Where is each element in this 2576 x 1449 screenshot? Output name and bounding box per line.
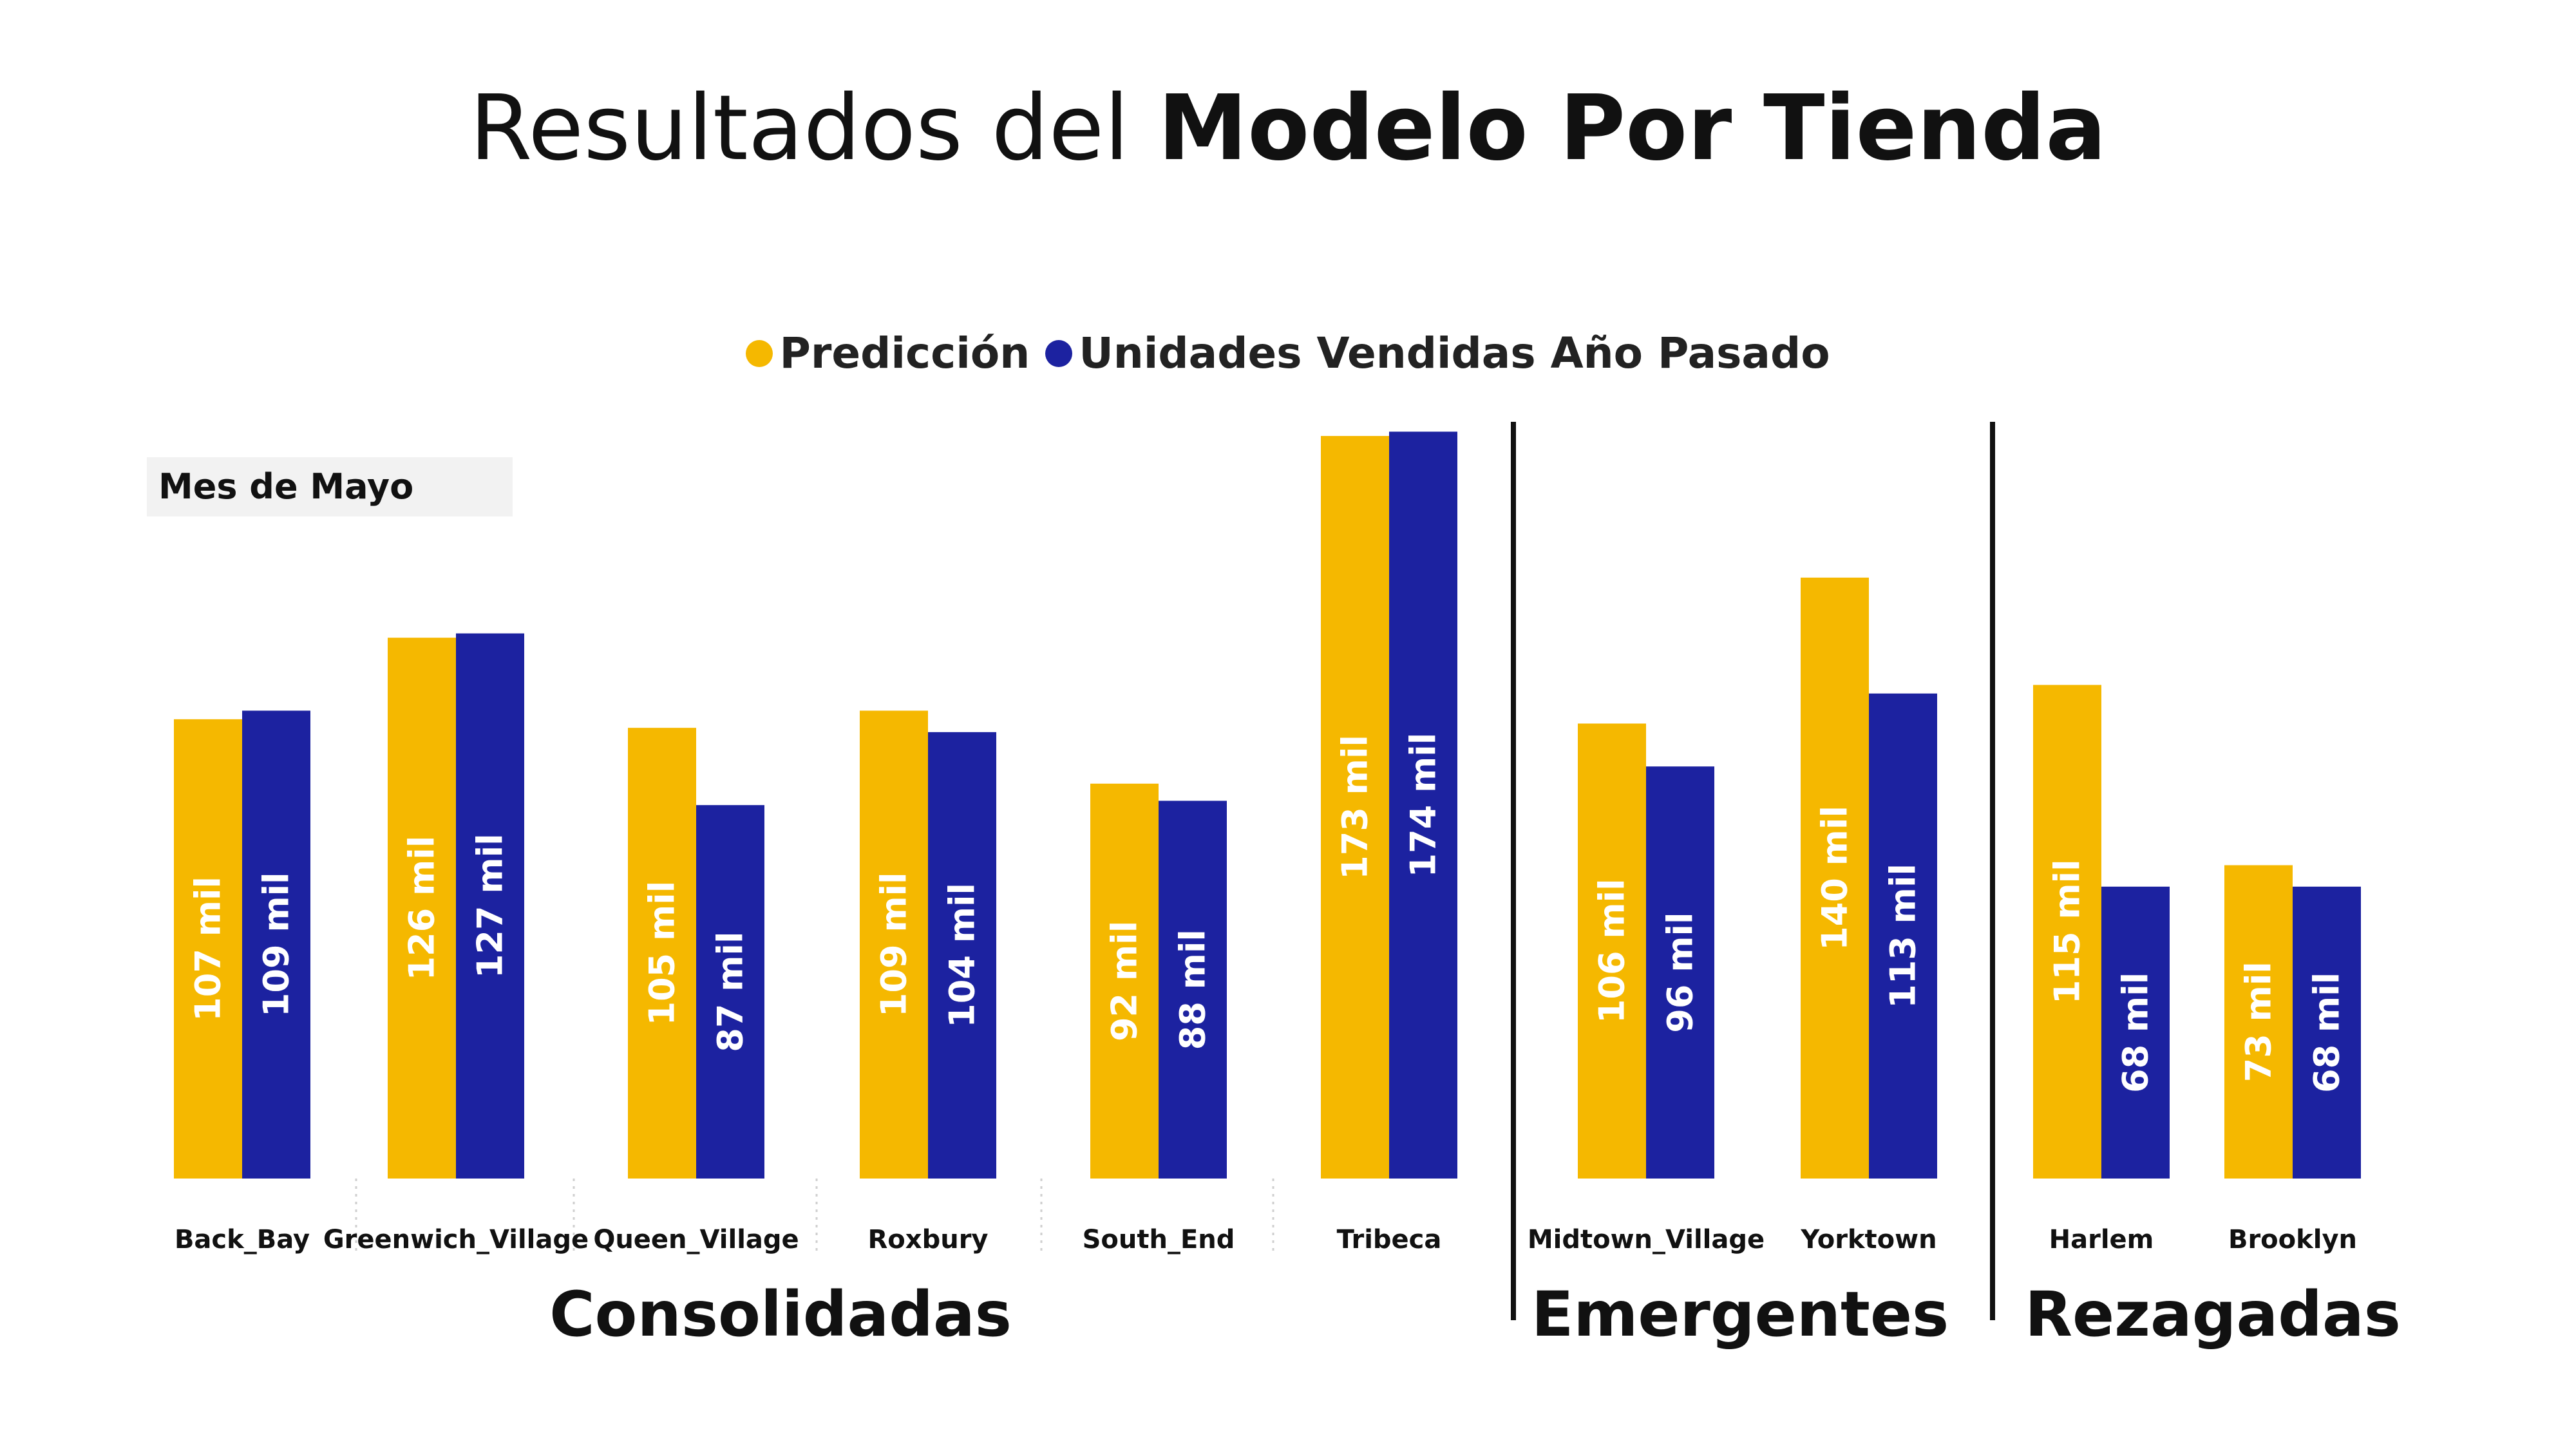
category-label-greenwich-village: Greenwich_Village	[323, 1225, 589, 1255]
legend-label-prediccion: Predicción	[779, 328, 1030, 378]
data-label-predicci-n-south-end: 92 mil	[1104, 921, 1145, 1041]
data-label-predicci-n-queen-village: 105 mil	[642, 881, 683, 1026]
data-label-unidades-vendidas-a-o-pasado-tribeca: 174 mil	[1403, 733, 1444, 878]
category-label-midtown-village: Midtown_Village	[1528, 1225, 1765, 1255]
chart-legend: Predicción Unidades Vendidas Año Pasado	[0, 328, 2576, 378]
data-label-unidades-vendidas-a-o-pasado-harlem: 68 mil	[2116, 972, 2156, 1093]
data-label-unidades-vendidas-a-o-pasado-greenwich-village: 127 mil	[470, 833, 511, 978]
title-bold: Modelo Por Tienda	[1157, 76, 2107, 181]
category-label-yorktown: Yorktown	[1800, 1225, 1937, 1255]
bar-predicci-n-greenwich-village	[388, 638, 456, 1179]
legend-item-unidades: Unidades Vendidas Año Pasado	[1045, 328, 1830, 378]
group-label-emergentes: Emergentes	[1531, 1278, 1949, 1350]
data-label-unidades-vendidas-a-o-pasado-south-end: 88 mil	[1173, 929, 1213, 1050]
bar-predicci-n-harlem	[2033, 685, 2101, 1179]
data-label-predicci-n-roxbury: 109 mil	[874, 872, 914, 1017]
bar-unidades-vendidas-a-o-pasado-back-bay	[242, 710, 310, 1179]
category-label-brooklyn: Brooklyn	[2228, 1225, 2357, 1255]
bar-predicci-n-queen-village	[628, 728, 696, 1179]
group-label-consolidadas: Consolidadas	[549, 1278, 1012, 1350]
bar-unidades-vendidas-a-o-pasado-brooklyn	[2293, 886, 2361, 1179]
bar-predicci-n-tribeca	[1321, 435, 1389, 1179]
data-label-predicci-n-tribeca: 173 mil	[1335, 735, 1376, 880]
category-label-roxbury: Roxbury	[868, 1225, 989, 1255]
title-light: Resultados del	[469, 76, 1130, 181]
group-label-rezagadas: Rezagadas	[2025, 1278, 2401, 1350]
data-label-predicci-n-back-bay: 107 mil	[188, 876, 229, 1021]
category-label-south-end: South_End	[1083, 1225, 1235, 1255]
bar-unidades-vendidas-a-o-pasado-midtown-village	[1646, 766, 1714, 1179]
category-label-tribeca: Tribeca	[1337, 1225, 1442, 1255]
bar-unidades-vendidas-a-o-pasado-south-end	[1159, 800, 1227, 1179]
page-title: Resultados del Modelo Por Tienda	[0, 84, 2576, 174]
category-label-queen-village: Queen_Village	[593, 1225, 799, 1255]
bar-unidades-vendidas-a-o-pasado-roxbury	[928, 732, 996, 1179]
bar-unidades-vendidas-a-o-pasado-greenwich-village	[456, 633, 524, 1179]
data-label-unidades-vendidas-a-o-pasado-midtown-village: 96 mil	[1660, 912, 1701, 1032]
period-label: Mes de Mayo	[147, 457, 513, 516]
data-label-unidades-vendidas-a-o-pasado-queen-village: 87 mil	[710, 931, 751, 1052]
bar-predicci-n-brooklyn	[2224, 865, 2293, 1179]
category-label-back-bay: Back_Bay	[175, 1225, 310, 1255]
legend-label-unidades: Unidades Vendidas Año Pasado	[1079, 328, 1830, 378]
bar-predicci-n-roxbury	[860, 710, 928, 1179]
bar-predicci-n-south-end	[1090, 783, 1159, 1179]
data-label-predicci-n-yorktown: 140 mil	[1815, 806, 1855, 951]
bar-predicci-n-midtown-village	[1578, 723, 1646, 1179]
legend-dot-prediccion	[746, 339, 773, 367]
bar-predicci-n-back-bay	[174, 719, 242, 1179]
data-label-unidades-vendidas-a-o-pasado-brooklyn: 68 mil	[2307, 972, 2347, 1093]
data-label-predicci-n-midtown-village: 106 mil	[1592, 878, 1633, 1023]
bar-unidades-vendidas-a-o-pasado-queen-village	[696, 805, 764, 1179]
bar-unidades-vendidas-a-o-pasado-yorktown	[1869, 693, 1937, 1179]
data-label-unidades-vendidas-a-o-pasado-back-bay: 109 mil	[256, 872, 297, 1017]
bar-unidades-vendidas-a-o-pasado-harlem	[2101, 886, 2170, 1179]
bar-predicci-n-yorktown	[1801, 577, 1869, 1179]
bar-unidades-vendidas-a-o-pasado-tribeca	[1389, 431, 1457, 1179]
data-label-unidades-vendidas-a-o-pasado-yorktown: 113 mil	[1883, 864, 1924, 1009]
data-label-predicci-n-brooklyn: 73 mil	[2239, 961, 2279, 1082]
data-label-predicci-n-greenwich-village: 126 mil	[402, 836, 442, 981]
category-label-harlem: Harlem	[2049, 1225, 2154, 1255]
legend-item-prediccion: Predicción	[746, 328, 1030, 378]
data-label-unidades-vendidas-a-o-pasado-roxbury: 104 mil	[942, 883, 983, 1028]
legend-dot-unidades	[1045, 339, 1073, 367]
data-label-predicci-n-harlem: 115 mil	[2047, 859, 2088, 1004]
